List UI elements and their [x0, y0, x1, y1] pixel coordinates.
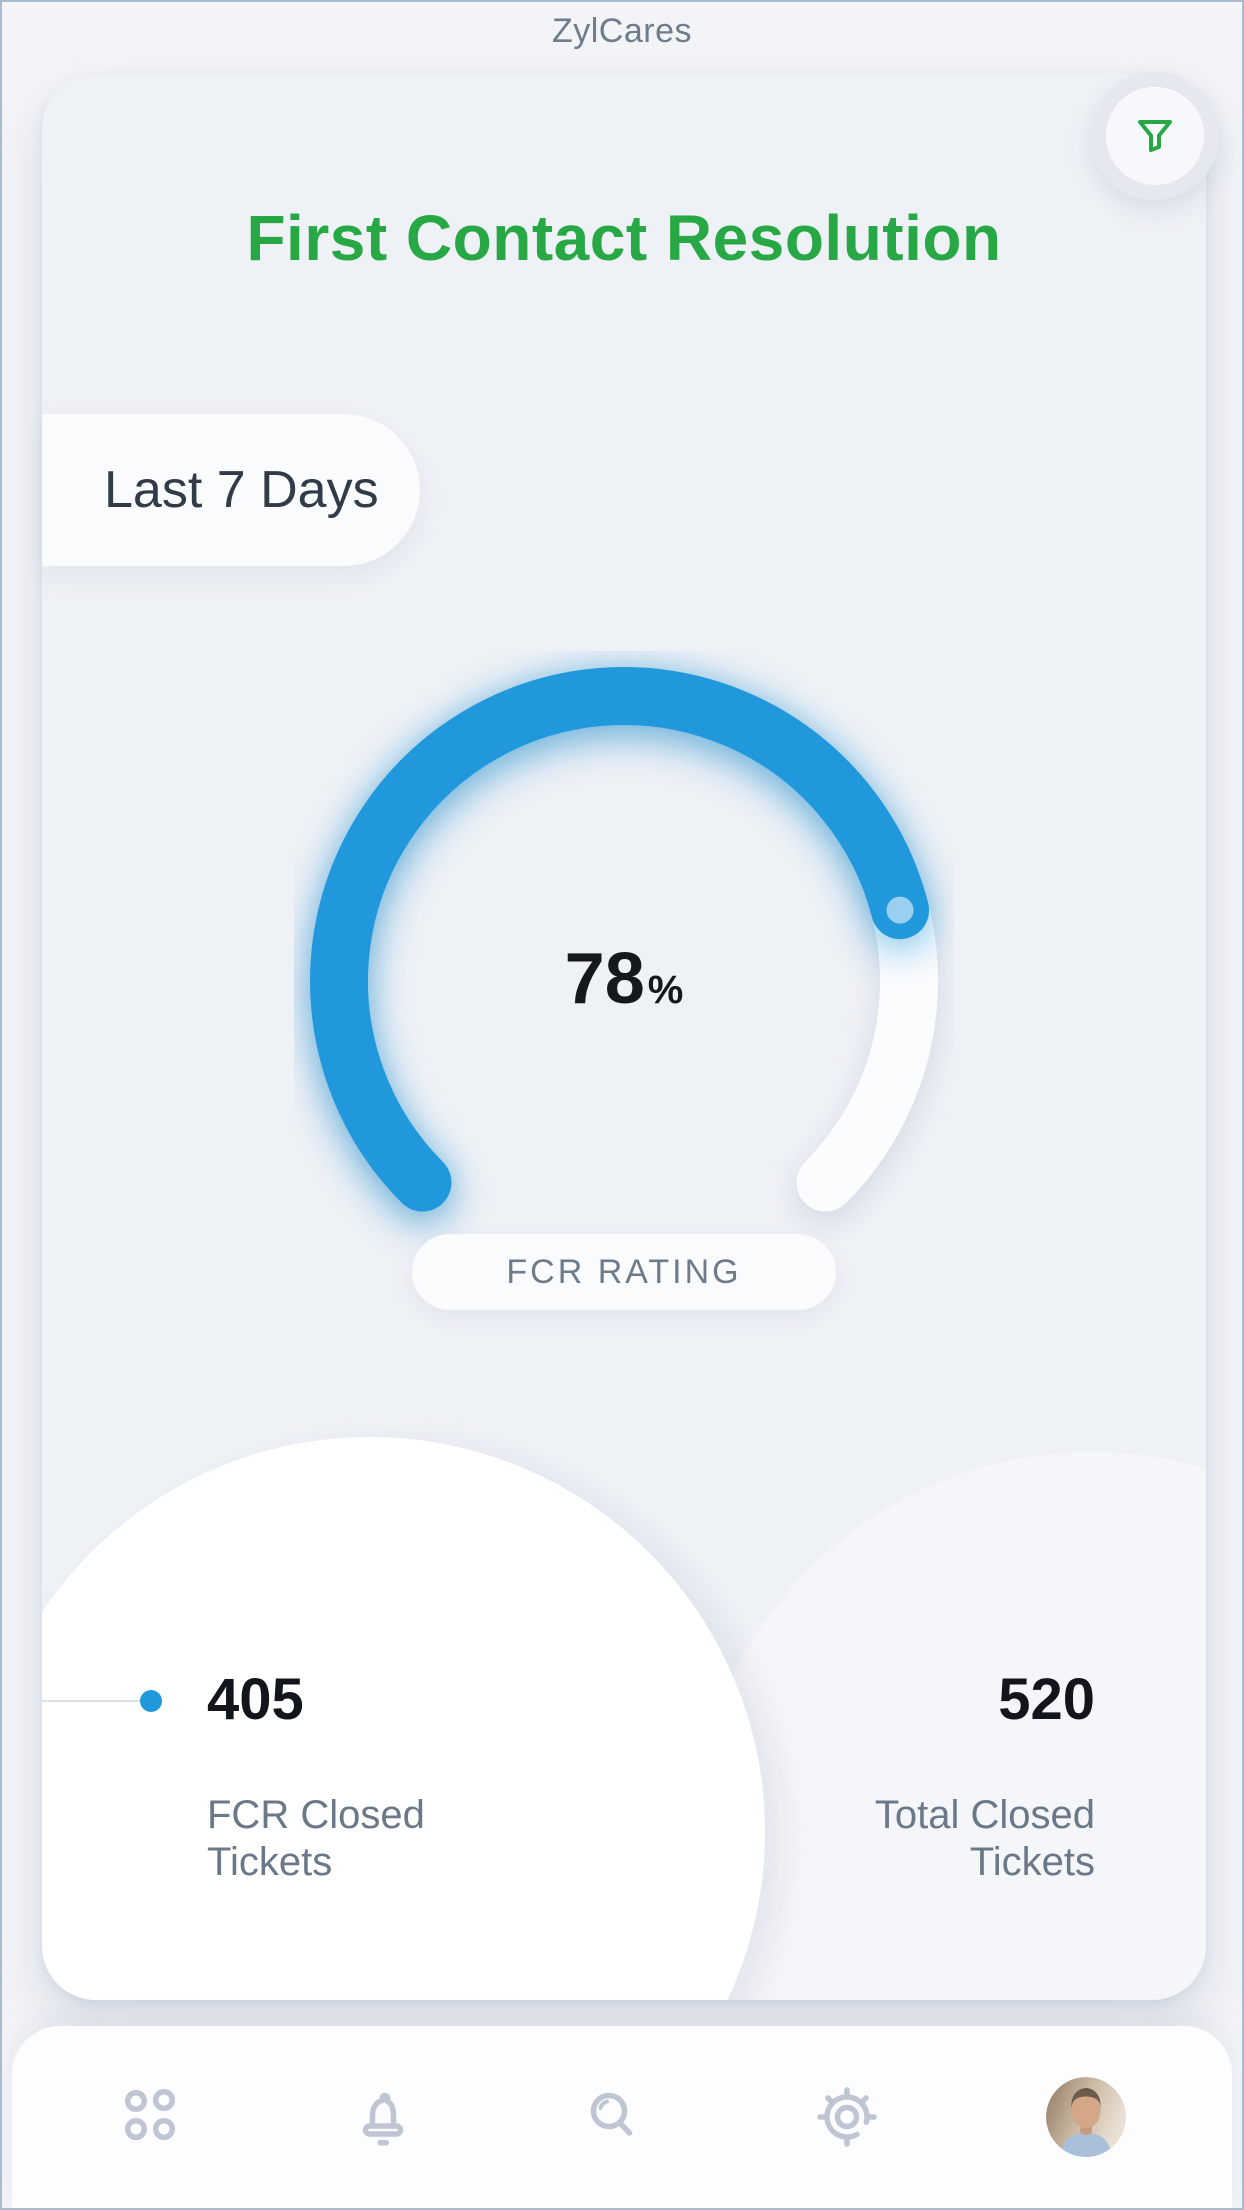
stat-fcr-closed: 405 FCR Closed Tickets: [42, 1668, 462, 1886]
apps-grid-icon: [119, 2085, 183, 2149]
settings-gear-icon: [815, 2085, 879, 2149]
app-title: ZylCares: [551, 12, 693, 50]
gauge-end-dot-icon: [886, 896, 914, 924]
filter-button[interactable]: [1106, 87, 1204, 185]
bottom-navigation: [12, 2026, 1232, 2208]
stat-connector-line: [42, 1700, 142, 1702]
period-filter-chip[interactable]: Last 7 Days: [42, 414, 420, 566]
nav-profile-button[interactable]: [1046, 2077, 1126, 2157]
notifications-bell-icon: [351, 2085, 415, 2149]
gauge-value-number: 78: [564, 939, 645, 1019]
stat-label-line1: FCR Closed: [207, 1792, 425, 1837]
nav-notifications-button[interactable]: [350, 2084, 416, 2150]
fcr-card: 405 FCR Closed Tickets 520 Total Closed …: [42, 72, 1219, 2000]
avatar: [1046, 2077, 1126, 2157]
fcr-gauge: 78%: [294, 651, 954, 1311]
stat-label-line1: Total Closed: [874, 1792, 1095, 1837]
stat-value: 405: [207, 1667, 304, 1732]
gauge-value-unit: %: [647, 968, 684, 1012]
gauge-caption-pill: FCR RATING: [412, 1234, 836, 1310]
nav-settings-button[interactable]: [814, 2084, 880, 2150]
search-icon: [583, 2085, 647, 2149]
page-title: First Contact Resolution: [246, 202, 1002, 274]
blue-dot-icon: [140, 1690, 162, 1712]
stat-label: FCR Closed Tickets: [207, 1792, 462, 1886]
stat-label-line2: Tickets: [207, 1839, 333, 1884]
gauge-value: 78%: [294, 943, 954, 1015]
card-clip-layer: 405 FCR Closed Tickets 520 Total Closed …: [42, 74, 1206, 2000]
stat-value: 520: [998, 1667, 1095, 1732]
stat-label: Total Closed Tickets: [875, 1792, 1095, 1886]
nav-apps-button[interactable]: [118, 2084, 184, 2150]
stat-label-line2: Tickets: [969, 1839, 1095, 1884]
stat-total-closed: 520 Total Closed Tickets: [875, 1668, 1095, 1886]
gauge-svg: [310, 667, 938, 1212]
nav-search-button[interactable]: [582, 2084, 648, 2150]
filter-funnel-icon: [1133, 114, 1177, 158]
gauge-progress-arc: [310, 667, 930, 1212]
filter-button-ring: [1091, 72, 1219, 200]
